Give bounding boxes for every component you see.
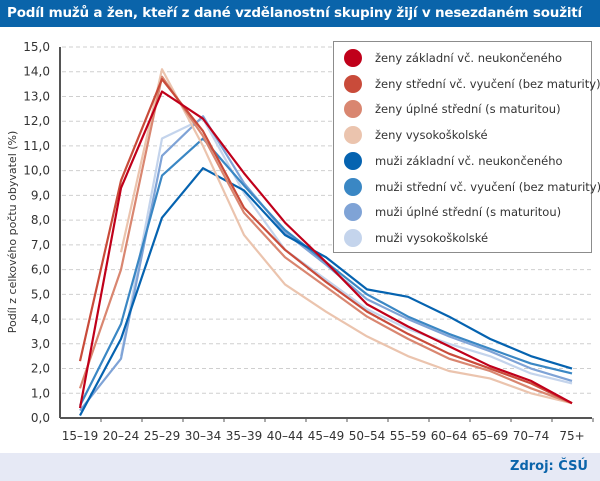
chart-title: Podíl mužů a žen, kteří z dané vzdělanos… — [0, 0, 600, 27]
legend-label: ženy úplné střední (s maturitou) — [375, 102, 561, 117]
legend-label: muži střední vč. vyučení (bez maturity) — [375, 179, 600, 194]
legend-swatch — [344, 49, 362, 67]
y-tick-label: 12,0 — [23, 114, 50, 128]
y-tick-label: 15,0 — [23, 40, 50, 54]
legend: ženy základní vč. neukončeného ženy střed… — [333, 41, 600, 253]
y-tick-label: 2,0 — [31, 362, 50, 376]
legend-swatch — [344, 203, 362, 222]
legend-item: ženy vysokoškolské — [344, 124, 488, 146]
x-tick-labels: 15–19 20–24 25–29 30–34 35–39 40–44 45–49 50–54… — [62, 429, 585, 443]
footer: Zdroj: ČSÚ — [0, 453, 600, 481]
x-tick-label: 70–74 — [513, 429, 550, 443]
legend-label: ženy základní vč. neukončeného — [375, 51, 563, 65]
legend-item: muži úplné střední (s maturitou) — [344, 201, 561, 223]
y-tick-label: 14,0 — [23, 65, 50, 79]
y-axis-label: Podíl z celkového počtu obyvatel (%) — [6, 131, 19, 334]
x-tick-label: 75+ — [559, 429, 584, 443]
legend-swatch — [344, 151, 362, 170]
y-tick-label: 0,0 — [31, 411, 50, 425]
y-tick-label: 13,0 — [23, 89, 50, 103]
series-line — [79, 115, 573, 412]
legend-item: ženy úplné střední (s maturitou) — [344, 98, 561, 120]
y-tick-label: 8,0 — [31, 213, 50, 227]
x-tick-label: 55–59 — [390, 429, 427, 443]
y-tick-label: 5,0 — [31, 287, 50, 301]
y-tick-labels: 0,0 1,0 2,0 3,0 4,0 5,0 6,0 7,0 8,0 9,0 10,0 11,0 12… — [23, 40, 50, 425]
x-tick-label: 50–54 — [349, 429, 386, 443]
legend-swatch — [344, 177, 362, 196]
y-tick-label: 11,0 — [23, 139, 50, 153]
x-tick-label: 45–49 — [308, 429, 345, 443]
x-tick-label: 65–69 — [472, 429, 509, 443]
legend-swatch — [344, 74, 362, 93]
x-tick-label: 35–39 — [226, 429, 263, 443]
x-tick-label: 40–44 — [267, 429, 304, 443]
axes — [59, 47, 594, 422]
x-tick-label: 15–19 — [62, 429, 99, 443]
legend-swatch — [344, 228, 362, 247]
series-line — [79, 167, 573, 417]
line-chart: 0,0 1,0 2,0 3,0 4,0 5,0 6,0 7,0 8,0 9,0 10,0 11,0 12… — [6, 40, 594, 443]
legend-label: muži vysokoškolské — [375, 230, 489, 245]
series-line — [119, 68, 573, 405]
legend-label: muži základní vč. neukončeného — [375, 153, 563, 168]
y-tick-label: 10,0 — [23, 164, 50, 178]
x-tick-label: 20–24 — [103, 429, 140, 443]
series-line — [78, 75, 573, 405]
y-tick-label: 1,0 — [31, 386, 50, 400]
y-tick-label: 3,0 — [31, 337, 50, 351]
legend-label: muži úplné střední (s maturitou) — [375, 205, 562, 220]
y-tick-label: 7,0 — [31, 238, 50, 252]
legend-swatch — [344, 100, 362, 119]
series-line — [78, 78, 573, 405]
y-tick-label: 6,0 — [31, 263, 50, 277]
x-tick-label: 25–29 — [144, 429, 181, 443]
legend-swatch — [344, 126, 362, 145]
legend-label: ženy vysokoškolské — [375, 128, 488, 143]
y-tick-label: 9,0 — [31, 188, 50, 202]
legend-item: ženy základní vč. neukončeného — [344, 47, 562, 69]
legend-item: muži vysokoškolské — [344, 227, 488, 249]
legend-item: ženy střední vč. vyučení (bez maturity) — [344, 73, 600, 95]
x-tick-label: 60–64 — [431, 429, 468, 443]
legend-label: ženy střední vč. vyučení (bez maturity) — [375, 76, 600, 91]
series-lines — [78, 68, 573, 417]
source-label: Zdroj: ČSÚ — [510, 459, 588, 474]
legend-item: muži základní vč. neukončeného — [344, 150, 563, 172]
x-tick-label: 30–34 — [185, 429, 222, 443]
y-tick-label: 4,0 — [31, 312, 50, 326]
legend-item: muži střední vč. vyučení (bez maturity) — [344, 176, 600, 198]
series-line — [78, 90, 573, 409]
